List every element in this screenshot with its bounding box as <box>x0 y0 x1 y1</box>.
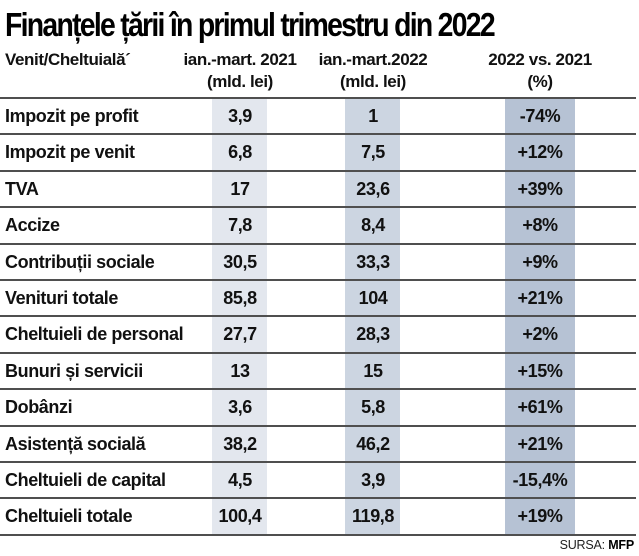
source-credit: SURSA: MFP <box>559 538 635 552</box>
change-pct: +2% <box>522 324 558 345</box>
column-header-change-period: 2022 vs. 2021 <box>488 50 592 69</box>
value-2022: 7,5 <box>361 142 385 163</box>
change-pct: +21% <box>517 433 563 454</box>
row-label: Contribuții sociale <box>5 251 155 272</box>
value-2021: 30,5 <box>223 251 257 272</box>
table-row: Cheltuieli de personal 27,7 28,3 +2% <box>0 317 636 354</box>
page-title: Finanțele țării în primul trimestru din … <box>5 6 496 43</box>
table-row: Contribuții sociale 30,5 33,3 +9% <box>0 245 636 281</box>
change-pct: +12% <box>517 142 563 163</box>
table-row: TVA 17 23,6 +39% <box>0 172 636 209</box>
value-2022: 1 <box>368 106 378 126</box>
value-2022: 3,9 <box>361 469 385 490</box>
column-header-2022: ian.-mart.2022 (mld. lei) <box>293 49 453 93</box>
value-2021: 100,4 <box>218 506 262 527</box>
data-table: Impozit pe profit 3,9 1 -74% Impozit pe veni… <box>0 97 636 536</box>
table-row: Bunuri și servicii 13 15 +15% <box>0 354 636 391</box>
value-2021: 4,5 <box>228 469 252 490</box>
table-row: Dobânzi 3,6 5,8 +61% <box>0 390 636 427</box>
row-label: Cheltuieli de personal <box>5 324 184 345</box>
value-2021: 13 <box>230 360 250 381</box>
value-2021: 7,8 <box>228 215 252 236</box>
row-label: Venituri totale <box>5 287 119 308</box>
column-header-category: Venit/Cheltuială´ <box>5 50 131 69</box>
value-2022: 104 <box>358 287 388 308</box>
row-label: Bunuri și servicii <box>5 360 143 381</box>
change-pct: -74% <box>519 106 561 126</box>
value-2021: 85,8 <box>223 287 257 308</box>
change-pct: +19% <box>517 506 563 527</box>
row-label: Cheltuieli de capital <box>5 469 166 490</box>
value-2021: 38,2 <box>223 433 257 454</box>
value-2022: 23,6 <box>356 178 390 199</box>
column-header-change: 2022 vs. 2021 (%) <box>460 49 620 93</box>
value-2021: 6,8 <box>228 142 252 163</box>
row-label: TVA <box>5 178 39 199</box>
value-2022: 8,4 <box>361 215 385 236</box>
column-header-change-unit: (%) <box>527 72 553 91</box>
row-label: Cheltuieli totale <box>5 506 133 527</box>
column-header-2021: ian.-mart. 2021 (mld. lei) <box>160 49 320 93</box>
value-2022: 28,3 <box>356 324 390 345</box>
table-row: Asistență socială 38,2 46,2 +21% <box>0 427 636 463</box>
value-2021: 17 <box>230 178 250 199</box>
row-label: Impozit pe profit <box>5 106 139 126</box>
change-pct: +39% <box>517 178 563 199</box>
row-label: Asistență socială <box>5 433 146 454</box>
table-row: Venituri totale 85,8 104 +21% <box>0 281 636 318</box>
table-row: Cheltuieli de capital 4,5 3,9 -15,4% <box>0 463 636 500</box>
value-2021: 3,9 <box>228 106 252 126</box>
table-row: Impozit pe venit 6,8 7,5 +12% <box>0 135 636 172</box>
column-header-2022-period: ian.-mart.2022 <box>318 50 428 69</box>
column-header-2021-unit: (mld. lei) <box>207 72 273 91</box>
change-pct: +21% <box>517 287 563 308</box>
column-header-2022-unit: (mld. lei) <box>340 72 406 91</box>
source-prefix: SURSA: <box>559 538 606 552</box>
value-2022: 119,8 <box>351 506 395 527</box>
change-pct: +15% <box>517 360 563 381</box>
table-row: Accize 7,8 8,4 +8% <box>0 208 636 245</box>
value-2022: 33,3 <box>356 251 390 272</box>
value-2021: 27,7 <box>223 324 257 345</box>
row-label: Accize <box>5 215 60 236</box>
table-row: Impozit pe profit 3,9 1 -74% <box>0 99 636 136</box>
row-label: Impozit pe venit <box>5 142 135 163</box>
change-pct: -15,4% <box>512 469 568 490</box>
change-pct: +61% <box>517 397 563 418</box>
source-name: MFP <box>608 538 634 552</box>
table-row: Cheltuieli totale 100,4 119,8 +19% <box>0 499 636 536</box>
change-pct: +9% <box>522 251 558 272</box>
row-label: Dobânzi <box>5 397 73 418</box>
value-2022: 15 <box>363 360 383 381</box>
value-2022: 46,2 <box>356 433 390 454</box>
change-pct: +8% <box>522 215 558 236</box>
value-2021: 3,6 <box>228 397 252 418</box>
column-header-2021-period: ian.-mart. 2021 <box>183 50 297 69</box>
value-2022: 5,8 <box>361 397 385 418</box>
